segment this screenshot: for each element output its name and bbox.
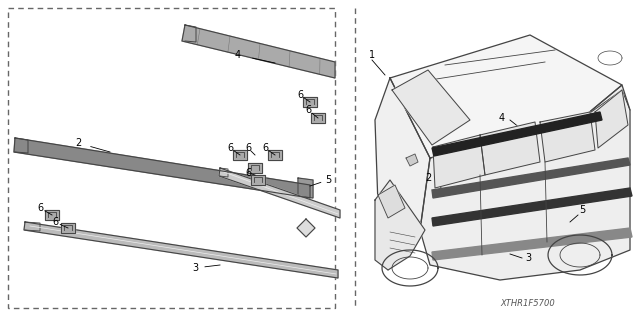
Polygon shape <box>375 78 430 270</box>
Polygon shape <box>248 163 262 173</box>
Text: 2: 2 <box>425 173 431 183</box>
Polygon shape <box>251 175 265 185</box>
Polygon shape <box>24 222 338 278</box>
Text: 5: 5 <box>579 205 585 215</box>
Polygon shape <box>182 25 335 78</box>
Text: 2: 2 <box>75 138 81 148</box>
Text: 4: 4 <box>499 113 505 123</box>
Polygon shape <box>378 185 405 218</box>
Polygon shape <box>433 135 485 188</box>
Polygon shape <box>540 112 595 162</box>
Text: 6: 6 <box>52 217 58 227</box>
Polygon shape <box>420 85 630 280</box>
Text: 6: 6 <box>245 143 251 153</box>
Text: 6: 6 <box>227 143 233 153</box>
Polygon shape <box>480 122 540 175</box>
Polygon shape <box>303 97 317 107</box>
Polygon shape <box>219 168 340 218</box>
Polygon shape <box>61 223 75 233</box>
Text: 6: 6 <box>245 168 251 178</box>
Polygon shape <box>268 150 282 160</box>
Polygon shape <box>14 138 310 198</box>
Polygon shape <box>45 210 59 220</box>
Polygon shape <box>595 90 628 148</box>
Text: 6: 6 <box>305 105 311 115</box>
Text: 5: 5 <box>325 175 331 185</box>
Bar <box>8 8 335 308</box>
Polygon shape <box>432 228 632 260</box>
Polygon shape <box>406 154 418 166</box>
Text: XTHR1F5700: XTHR1F5700 <box>500 299 556 308</box>
Polygon shape <box>297 219 315 237</box>
Polygon shape <box>392 70 470 145</box>
Polygon shape <box>390 35 622 158</box>
Text: 4: 4 <box>235 50 241 60</box>
Polygon shape <box>432 188 632 226</box>
Polygon shape <box>375 180 425 270</box>
Polygon shape <box>432 112 602 156</box>
Polygon shape <box>298 178 313 198</box>
Text: 3: 3 <box>525 253 531 263</box>
Polygon shape <box>311 113 325 123</box>
Polygon shape <box>432 158 630 198</box>
Polygon shape <box>233 150 247 160</box>
Text: 6: 6 <box>297 90 303 100</box>
Text: 1: 1 <box>369 50 375 60</box>
Text: 6: 6 <box>262 143 268 153</box>
Text: 6: 6 <box>37 203 43 213</box>
Text: 3: 3 <box>192 263 198 273</box>
